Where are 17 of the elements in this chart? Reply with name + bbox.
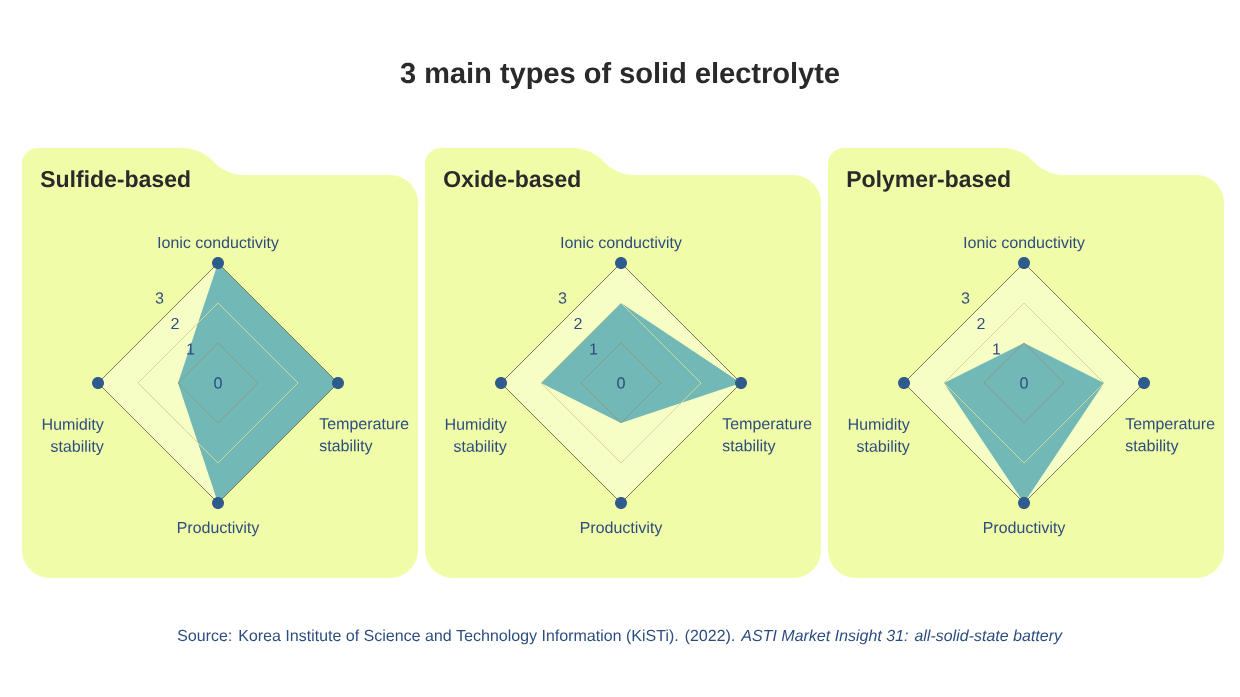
spoke-label: Temperature stability: [1125, 418, 1215, 455]
spoke-label: Productivity: [580, 521, 663, 537]
spoke-label: Humidity stability: [42, 418, 104, 456]
chart-subtitle: Polymer-based: [847, 170, 1010, 192]
spoke-label: Ionic conductivity: [561, 236, 682, 252]
spoke-label: Productivity: [983, 521, 1066, 537]
spoke-label: Ionic conductivity: [964, 236, 1085, 252]
spoke-label: Humidity stability: [848, 418, 910, 456]
chart-subtitle: Oxide-based: [444, 170, 580, 188]
spoke-label: Ionic conductivity: [158, 236, 279, 252]
chart-subtitle: Sulfide-based: [40, 170, 190, 188]
text: 3 main types of solid electrolyte: [400, 61, 839, 90]
spoke-label: Temperature stability: [319, 418, 409, 455]
source-note: Source: Korea Institute of Science and Technology Information (KiSTi). (2022). ASTI Market Insight 31: all-solid-state battery: [177, 629, 1063, 645]
spoke-label: Productivity: [177, 521, 260, 537]
spoke-label: Temperature stability: [722, 418, 812, 455]
spoke-label: Humidity stability: [445, 418, 507, 456]
